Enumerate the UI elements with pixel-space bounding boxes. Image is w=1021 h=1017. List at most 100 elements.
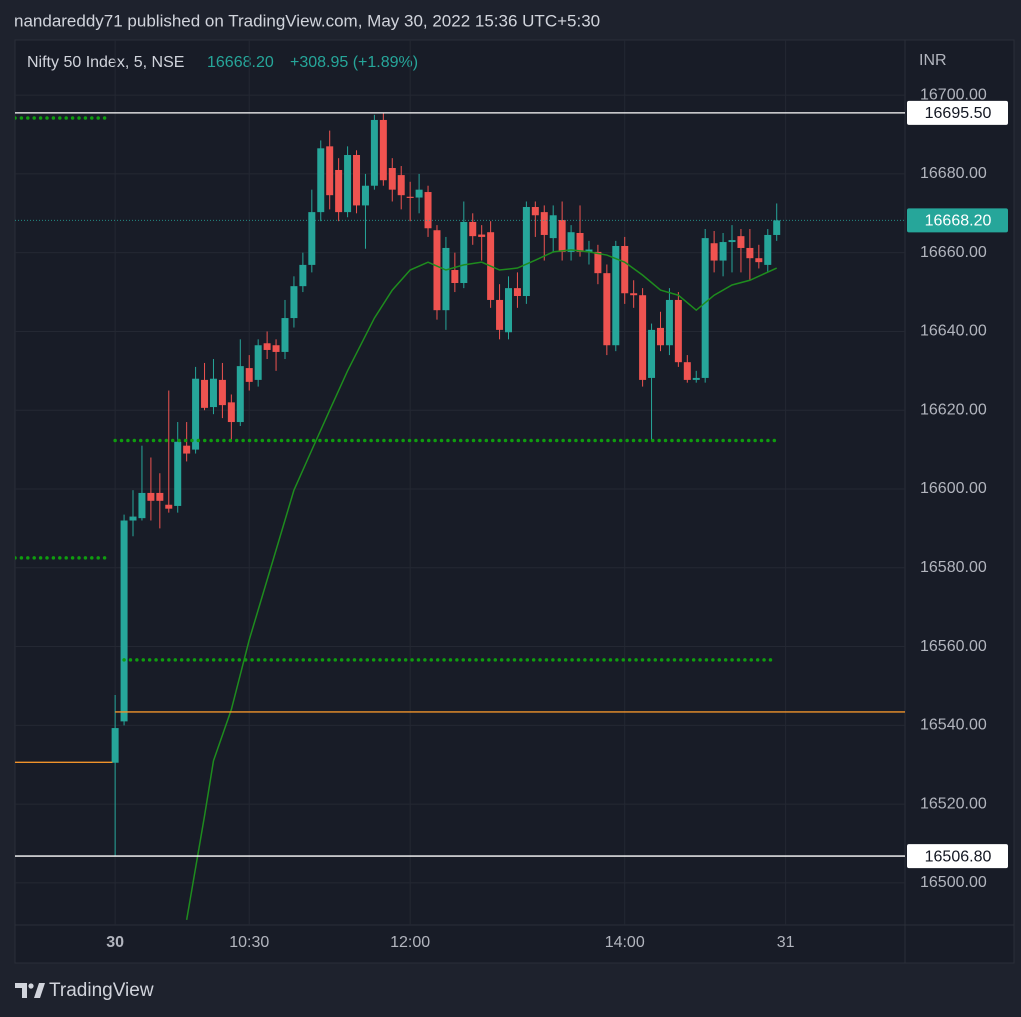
brand[interactable]: TradingView — [49, 980, 154, 1001]
candle-body — [353, 155, 361, 206]
header: nandareddy71 published on TradingView.co… — [14, 11, 600, 30]
candle-body — [665, 299, 673, 346]
candle-body — [263, 343, 271, 350]
candle-body — [138, 492, 146, 519]
candle-body — [639, 295, 647, 380]
candle-body — [379, 119, 387, 181]
x-tick-label: 12:00 — [390, 934, 430, 951]
candle-body — [218, 379, 226, 406]
candle-body — [442, 247, 450, 311]
candle-body — [478, 234, 486, 237]
x-tick-label: 10:30 — [229, 934, 269, 951]
y-tick-label: 16560.00 — [920, 638, 987, 655]
candle-body — [701, 238, 709, 378]
candle-body — [773, 220, 781, 235]
candle-body — [674, 299, 682, 363]
candle-body — [424, 192, 432, 229]
candle-body — [737, 236, 745, 248]
candle-body — [254, 345, 262, 380]
y-tick-label: 16520.00 — [920, 795, 987, 812]
candle-body — [621, 245, 629, 294]
y-tick-label: 16500.00 — [920, 874, 987, 891]
candle-body — [540, 212, 548, 235]
candle-body — [415, 189, 423, 198]
y-tick-label: 16660.00 — [920, 244, 987, 261]
chart-frame — [14, 39, 1015, 964]
candle-body — [567, 232, 575, 252]
price-label: 16668.20 — [925, 213, 992, 230]
candle-body — [728, 240, 736, 243]
candle-body — [299, 264, 307, 287]
y-tick-label: 16700.00 — [920, 86, 987, 103]
candle-body — [603, 273, 611, 346]
candle-body — [361, 185, 369, 206]
candle-body — [174, 441, 182, 506]
candle-body — [648, 329, 656, 378]
candle-body — [326, 146, 334, 196]
candle-body — [558, 219, 566, 252]
candle-body — [156, 492, 164, 501]
symbol: Nifty 50 Index, 5, NSE — [27, 54, 184, 71]
candle-body — [451, 270, 459, 284]
candle-body — [201, 379, 209, 408]
candle-body — [317, 148, 325, 213]
candle-body — [764, 234, 772, 265]
plot — [15, 112, 905, 921]
candle-body — [281, 318, 289, 352]
candle-body — [433, 230, 441, 311]
candle-body — [594, 251, 602, 274]
y-tick-label: 16640.00 — [920, 323, 987, 340]
candle-body — [585, 249, 593, 252]
candle-body — [719, 242, 727, 261]
price-label: 16506.80 — [925, 848, 992, 865]
candle-body — [549, 215, 557, 239]
candle-body — [496, 299, 504, 330]
price-label: 16695.50 — [925, 105, 992, 122]
candle-body — [683, 362, 691, 380]
y-tick-label: 16580.00 — [920, 559, 987, 576]
axes: 16500.00 16520.00 16540.00 16560.00 16580.00… — [106, 86, 1008, 951]
candle-body — [236, 366, 244, 423]
candle-body — [272, 345, 280, 352]
candle-body — [513, 288, 521, 297]
candle-body — [111, 728, 119, 763]
change: +308.95 (+1.89%) — [290, 54, 418, 71]
candle-body — [335, 169, 343, 213]
brand-logo — [15, 983, 45, 998]
candle-body — [129, 516, 137, 521]
candle-body — [183, 445, 191, 454]
x-tick-label: 31 — [777, 934, 795, 951]
candle-body — [120, 520, 128, 722]
candle-body — [388, 168, 396, 190]
candle-body — [344, 155, 352, 213]
candle-body — [165, 504, 173, 509]
candle-body — [692, 377, 700, 380]
x-tick-label: 14:00 — [605, 934, 645, 951]
y-tick-label: 16680.00 — [920, 165, 987, 182]
price-label-box — [907, 208, 1008, 233]
candle-body — [245, 368, 253, 382]
candle-body — [370, 119, 378, 186]
y-tick-label: 16540.00 — [920, 717, 987, 734]
candle-body — [612, 245, 620, 346]
candle-body — [755, 258, 763, 263]
candle-body — [656, 327, 664, 346]
candle-body — [460, 221, 468, 284]
candle-body — [209, 378, 217, 408]
y-tick-label: 16600.00 — [920, 480, 987, 497]
candle-body — [710, 243, 718, 261]
price-label-box — [907, 100, 1008, 125]
moving-average — [185, 249, 778, 921]
candle-body — [522, 206, 530, 297]
candle-body — [531, 206, 539, 216]
price-label-box — [907, 844, 1008, 869]
candle-body — [469, 221, 477, 237]
candle-body — [290, 286, 298, 319]
candle-body — [308, 212, 316, 265]
last-price: 16668.20 — [207, 54, 274, 71]
y-tick-label: 16620.00 — [920, 401, 987, 418]
candle-body — [397, 175, 405, 196]
